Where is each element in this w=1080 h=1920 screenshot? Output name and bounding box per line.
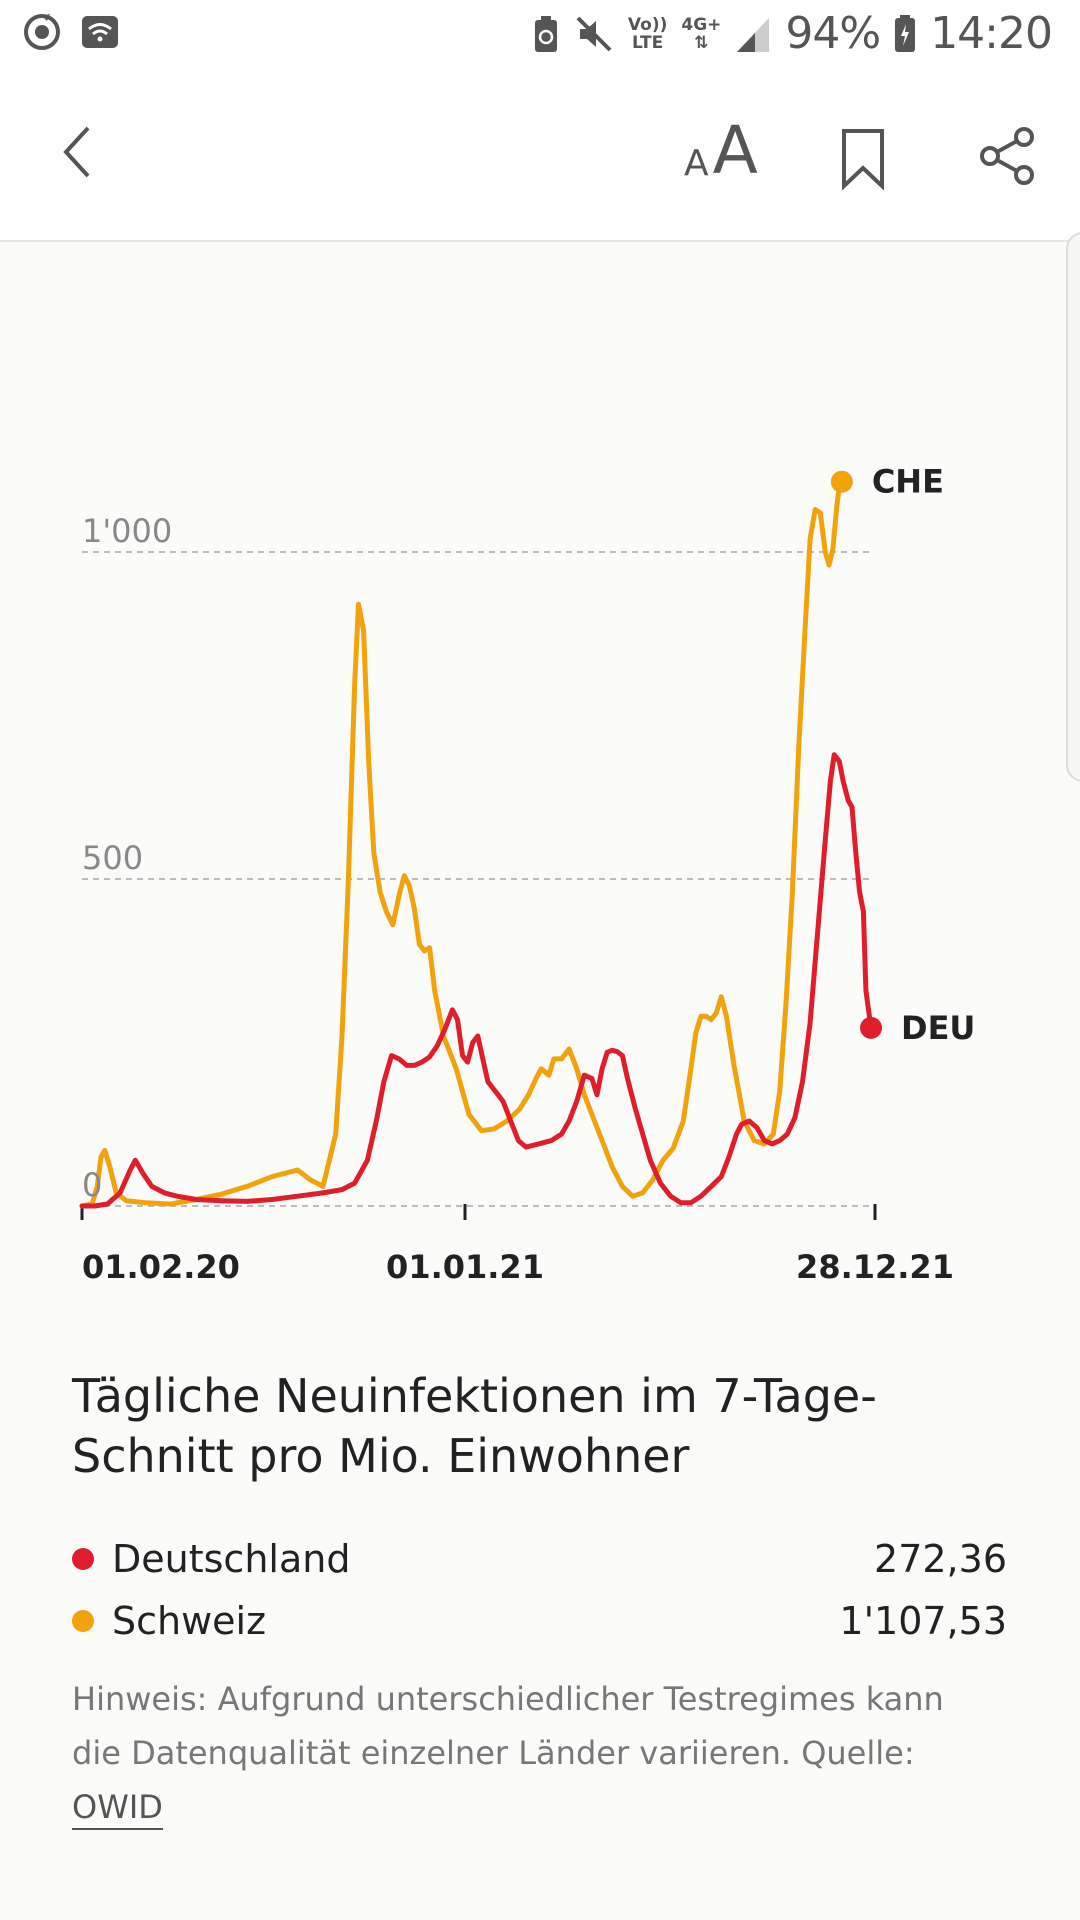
- legend: Deutschland 272,36 Schweiz 1'107,53: [72, 1528, 1007, 1652]
- font-size-small-icon: A: [684, 143, 709, 184]
- clock: 14:20: [930, 8, 1053, 59]
- series-line-deu: [79, 752, 874, 1209]
- y-tick-label: 0: [82, 1166, 102, 1204]
- chevron-left-icon: [63, 126, 90, 178]
- back-button[interactable]: [58, 122, 98, 186]
- mute-icon: [574, 14, 614, 54]
- bookmark-button[interactable]: [840, 128, 886, 194]
- grid-lines: [80, 551, 877, 1220]
- signal-icon: [735, 14, 771, 54]
- y-tick-label: 1'000: [82, 512, 172, 550]
- sync-icon: [22, 12, 62, 52]
- battery-icon: [894, 14, 916, 54]
- source-note: Hinweis: Aufgrund unterschiedlicher Test…: [72, 1672, 972, 1834]
- legend-item-deutschland: Deutschland 272,36: [72, 1528, 1007, 1590]
- series-end-label-deu: DEU: [901, 1009, 975, 1047]
- bookmark-icon: [842, 129, 884, 191]
- legend-value: 1'107,53: [839, 1599, 1007, 1643]
- status-bar: Vo)) LTE 4G+ ⇅ 94% 14:20: [0, 0, 1080, 70]
- x-tick-label: 01.02.20: [82, 1248, 240, 1286]
- legend-item-schweiz: Schweiz 1'107,53: [72, 1590, 1007, 1652]
- share-icon: [980, 127, 1034, 185]
- volte-top-label: Vo)): [627, 14, 668, 35]
- network-indicator: 4G+ ⇅: [681, 16, 721, 52]
- note-text: Hinweis: Aufgrund unterschiedlicher Test…: [72, 1680, 944, 1772]
- legend-dot-schweiz: [72, 1610, 94, 1632]
- share-button[interactable]: [978, 126, 1038, 190]
- legend-label: Schweiz: [112, 1599, 267, 1643]
- series-end-dot-deu: [860, 1016, 882, 1039]
- x-tick-label: 01.01.21: [386, 1248, 544, 1286]
- source-link[interactable]: OWID: [72, 1788, 163, 1830]
- font-size-large-icon: A: [712, 112, 758, 189]
- recycle-icon: [532, 14, 560, 54]
- volte-bottom-label: LTE: [632, 32, 664, 53]
- series-lines: [79, 470, 882, 1209]
- volte-indicator: Vo)) LTE: [628, 16, 667, 52]
- article-toolbar: A A: [0, 70, 1080, 242]
- legend-value: 272,36: [874, 1537, 1007, 1581]
- legend-dot-deutschland: [72, 1548, 94, 1570]
- data-arrows-icon: ⇅: [694, 32, 709, 53]
- legend-label: Deutschland: [112, 1537, 351, 1581]
- series-end-dot-che: [830, 470, 853, 493]
- font-size-button[interactable]: A A: [684, 112, 758, 189]
- x-tick-label: 28.12.21: [796, 1248, 954, 1286]
- series-end-label-che: CHE: [872, 463, 944, 501]
- battery-percent: 94%: [785, 8, 881, 59]
- network-type-label: 4G+: [681, 14, 722, 35]
- y-tick-label: 500: [82, 839, 143, 877]
- infections-line-chart: 0 500 1'000 01.02.20 01.01.21 28.12.21 CHE DEU: [79, 463, 975, 1286]
- chart-labels: 0 500 1'000 01.02.20 01.01.21 28.12.21 CHE DEU: [82, 463, 975, 1286]
- series-line-che: [79, 479, 845, 1209]
- wifi-icon: [80, 12, 120, 52]
- chart-caption: Tägliche Neuinfektionen im 7-Tage-Schnit…: [72, 1369, 877, 1483]
